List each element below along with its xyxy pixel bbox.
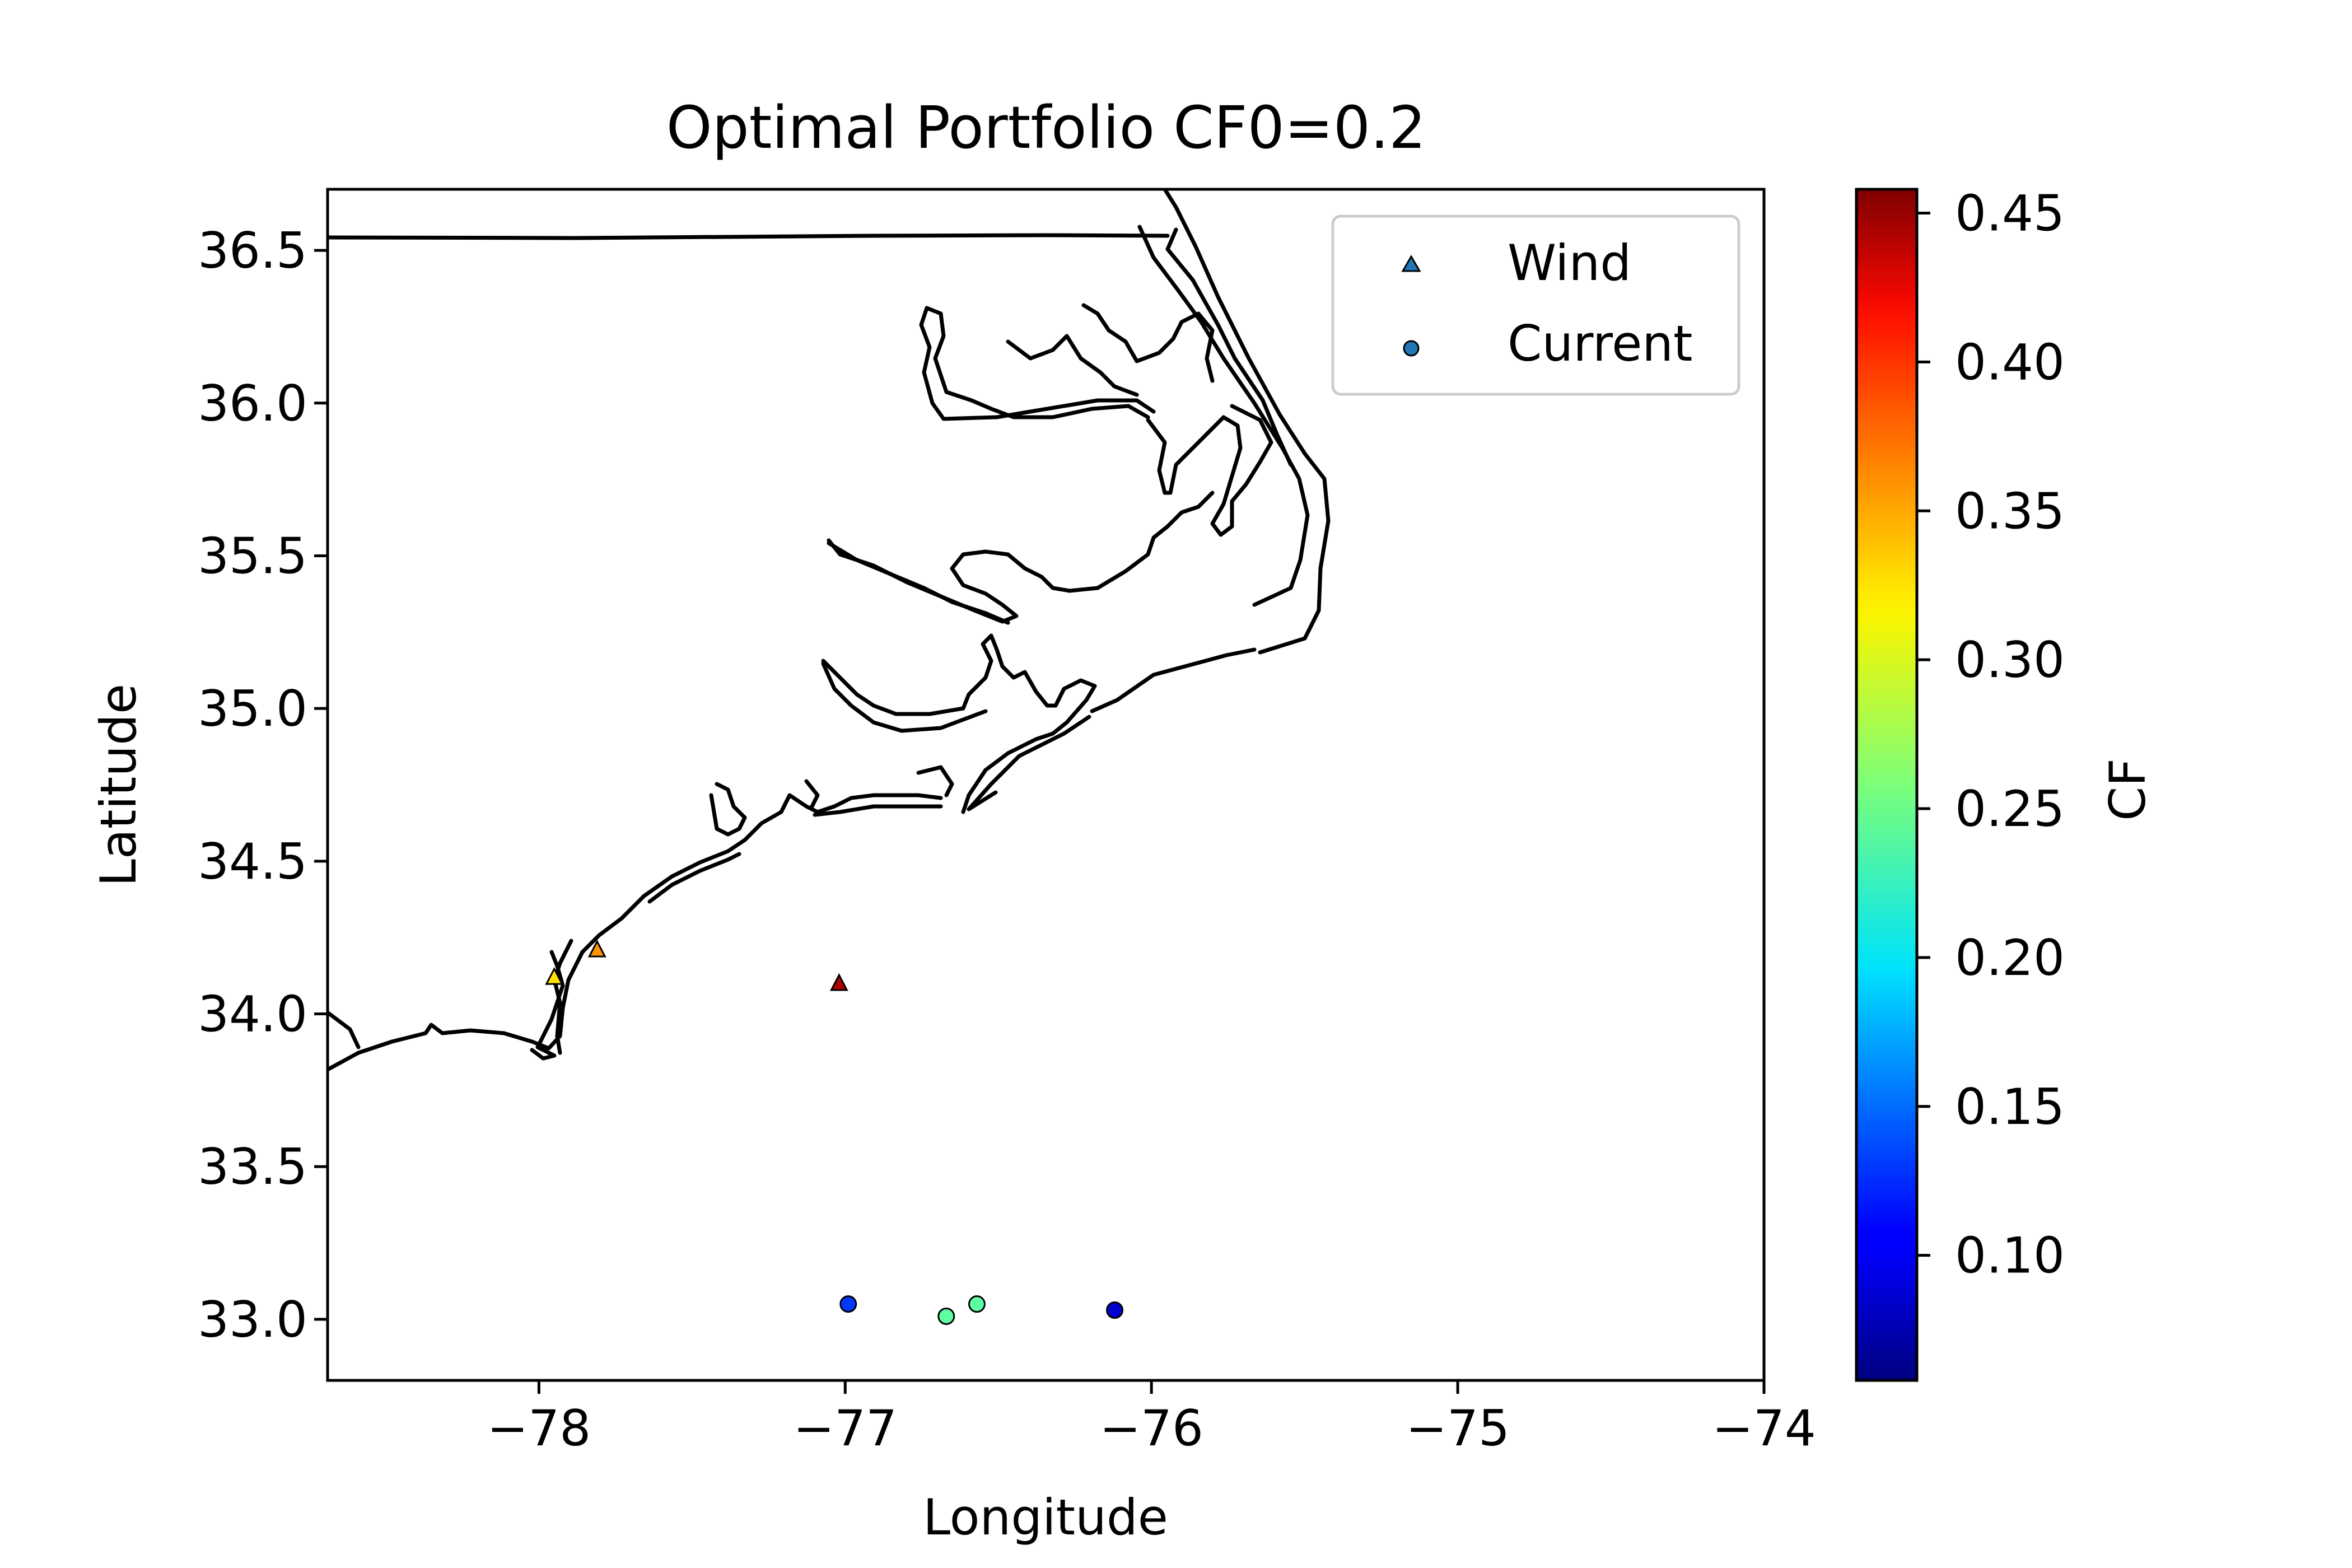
colorbar-tick-label: 0.10 [1955, 1227, 2065, 1285]
barrier-island-mid [989, 715, 1091, 786]
x-tick-label: −78 [487, 1399, 591, 1457]
legend: Wind Current [1331, 214, 1740, 396]
core-sound [961, 737, 1038, 814]
current-site-marker [839, 1295, 857, 1313]
y-tick-label: 36.5 [198, 222, 307, 279]
colorbar-tick-label: 0.35 [1955, 482, 2065, 540]
barrier-island-south [967, 782, 998, 811]
southern-barrier [552, 939, 573, 1055]
southern-coastline [328, 793, 943, 1072]
pamlico-river-south [827, 541, 1010, 625]
cape-fear-inlet [530, 950, 565, 1061]
colorbar-tick-label: 0.25 [1955, 780, 2065, 838]
sound-river-2 [1006, 334, 1139, 397]
albemarle-inner [1146, 404, 1273, 537]
x-tick-label: −75 [1406, 1399, 1510, 1457]
y-axis-label: Latitude [90, 684, 147, 886]
colorbar-tick-label: 0.40 [1955, 333, 2065, 391]
y-axis-ticks: 33.0 33.5 34.0 34.5 35.0 35.5 36.0 36.5 [198, 222, 328, 1348]
cape-lookout-bay [916, 765, 954, 797]
wind-site-marker [829, 973, 848, 991]
current-site-marker [937, 1307, 955, 1325]
neuse-river [821, 633, 1097, 741]
bogue-inlet [804, 779, 820, 809]
onslow-barrier [647, 852, 741, 904]
data-markers [545, 939, 1124, 1325]
x-tick-label: −74 [1712, 1399, 1816, 1457]
legend-current-marker [1403, 340, 1420, 357]
colorbar-tick-label: 0.20 [1955, 929, 2065, 987]
pamlico-river [827, 491, 1215, 624]
colorbar [1855, 188, 1919, 1382]
onslow-barrier-2 [813, 804, 943, 817]
wind-site-marker [587, 939, 606, 958]
colorbar-tick-label: 0.30 [1955, 631, 2065, 689]
x-tick-label: −76 [1099, 1399, 1203, 1457]
western-coast-extension [328, 1010, 361, 1049]
colorbar-ticks: 0.10 0.15 0.20 0.25 0.30 0.35 0.40 0.45 [1917, 185, 2065, 1285]
legend-wind-label: Wind [1508, 234, 1631, 292]
coastline-map [328, 189, 1331, 1072]
colorbar-tick-label: 0.45 [1955, 185, 2065, 242]
wind-site-marker [545, 967, 564, 985]
x-tick-label: −77 [793, 1399, 897, 1457]
x-axis-ticks: −78 −77 −76 −75 −74 [487, 1380, 1816, 1457]
inner-shore-2 [1165, 227, 1293, 467]
state-border [328, 233, 1170, 240]
outer-coastline [1163, 189, 1331, 655]
sound-peninsula-2 [919, 306, 1156, 421]
x-axis-label: Longitude [923, 1488, 1168, 1546]
chart-title: Optimal Portfolio CF0=0.2 [666, 94, 1426, 162]
y-tick-label: 36.0 [198, 375, 307, 432]
y-tick-label: 33.5 [198, 1138, 307, 1196]
legend-current-label: Current [1508, 315, 1693, 372]
y-tick-label: 34.0 [198, 986, 307, 1043]
sound-peninsula-1 [925, 306, 1150, 419]
legend-box [1331, 214, 1740, 396]
current-site-marker [1106, 1301, 1124, 1319]
neuse-river-south [821, 661, 988, 733]
sound-river-1 [1081, 303, 1215, 383]
y-tick-label: 33.0 [198, 1291, 307, 1348]
inner-shore-1 [1137, 225, 1310, 607]
current-site-marker [968, 1295, 986, 1313]
y-tick-label: 34.5 [198, 833, 307, 890]
colorbar-tick-label: 0.15 [1955, 1078, 2065, 1136]
y-tick-label: 35.0 [198, 680, 307, 738]
barrier-island-north [1090, 647, 1257, 713]
new-river [709, 782, 747, 837]
legend-wind-marker [1401, 254, 1421, 272]
colorbar-label: CF [2099, 758, 2157, 821]
y-tick-label: 35.5 [198, 527, 307, 585]
plot-frame [326, 188, 1766, 1382]
